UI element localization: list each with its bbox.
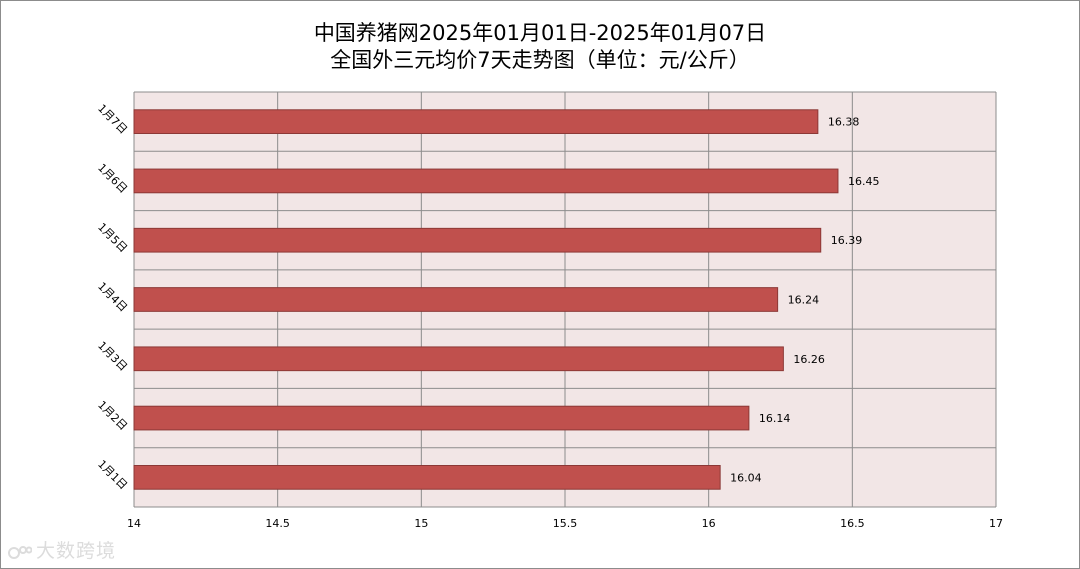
chart-title: 中国养猪网2025年01月01日-2025年01月07日 全国外三元均价7天走势…	[0, 20, 1080, 74]
data-label: 16.24	[788, 294, 820, 307]
watermark: 大数跨境	[8, 536, 116, 563]
category-label: 1月7日	[95, 102, 130, 137]
x-tick-label: 14	[127, 517, 141, 530]
data-label: 16.26	[793, 353, 825, 366]
data-label: 16.39	[831, 234, 863, 247]
category-label: 1月5日	[95, 220, 130, 255]
watermark-text: 大数跨境	[36, 540, 117, 562]
chart-title-line2: 全国外三元均价7天走势图（单位：元/公斤）	[330, 48, 750, 72]
chart-title-line1: 中国养猪网2025年01月01日-2025年01月07日	[313, 21, 767, 45]
watermark-logo-icon	[8, 545, 32, 559]
x-tick-label: 16.5	[840, 517, 865, 530]
category-label: 1月1日	[95, 458, 130, 493]
data-label: 16.14	[759, 412, 791, 425]
category-label: 1月2日	[95, 398, 130, 433]
x-tick-label: 17	[989, 517, 1003, 530]
bar	[133, 465, 721, 490]
bar	[133, 287, 779, 312]
x-tick-label: 14.5	[265, 517, 290, 530]
x-tick-label: 16	[702, 517, 716, 530]
x-tick-label: 15.5	[553, 517, 578, 530]
data-label: 16.04	[730, 471, 762, 484]
bar	[133, 405, 750, 431]
bar	[133, 227, 822, 253]
data-label: 16.45	[848, 175, 880, 188]
bar	[133, 346, 784, 372]
category-label: 1月3日	[95, 339, 130, 374]
bar	[133, 168, 839, 194]
data-label: 16.38	[828, 116, 860, 129]
category-label: 1月4日	[95, 280, 130, 315]
category-label: 1月6日	[95, 161, 130, 196]
x-tick-label: 15	[414, 517, 428, 530]
bar	[133, 109, 819, 134]
